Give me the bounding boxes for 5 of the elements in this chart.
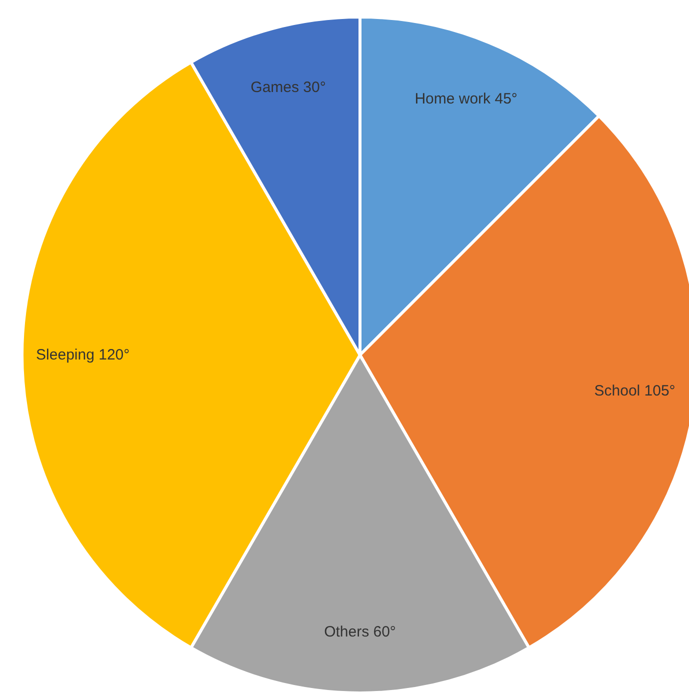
slice-label: Sleeping 120° (36, 346, 130, 364)
slice-label: Games 30° (250, 78, 326, 96)
slice-label: School 105° (594, 382, 676, 400)
slice-label: Others 60° (324, 624, 396, 641)
slice-label: Home work 45° (414, 90, 518, 108)
